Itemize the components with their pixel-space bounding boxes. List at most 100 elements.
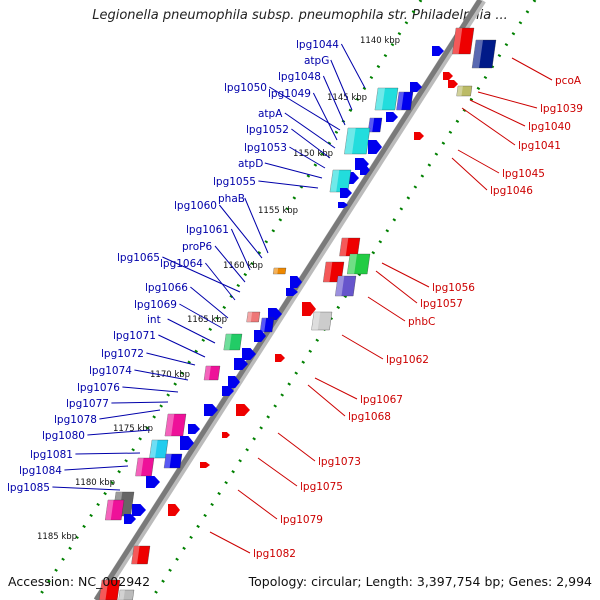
- gene-arrow-feature[interactable]: [234, 358, 248, 370]
- gene-arrow-feature[interactable]: [414, 132, 424, 140]
- gene-arrow-feature[interactable]: [242, 348, 256, 360]
- gene-feature[interactable]: [396, 91, 414, 111]
- gene-label-atpa[interactable]: atpA: [258, 108, 283, 120]
- gene-label-lpg1077[interactable]: lpg1077: [66, 398, 109, 410]
- gene-label-lpg1080[interactable]: lpg1080: [42, 430, 85, 442]
- gene-arrow-feature[interactable]: [236, 404, 250, 416]
- gene-label-phbc[interactable]: phbC: [408, 316, 435, 328]
- gene-feature[interactable]: [456, 85, 473, 97]
- gene-label-lpg1060[interactable]: lpg1060: [174, 200, 217, 212]
- gene-arrow-feature[interactable]: [188, 424, 200, 434]
- gene-arrow-feature[interactable]: [228, 376, 240, 388]
- gene-feature[interactable]: [311, 311, 333, 331]
- gene-arrow-feature[interactable]: [146, 476, 160, 488]
- gene-arrow-feature[interactable]: [132, 504, 146, 516]
- gene-label-lpg1056[interactable]: lpg1056: [432, 282, 475, 294]
- gene-arrow-feature[interactable]: [443, 72, 453, 80]
- gene-label-pcoa[interactable]: pcoA: [555, 75, 582, 87]
- gene-label-phab[interactable]: phaB: [218, 193, 245, 205]
- gene-feature[interactable]: [347, 253, 371, 275]
- gene-label-lpg1055[interactable]: lpg1055: [213, 176, 256, 188]
- gene-label-lpg1069[interactable]: lpg1069: [134, 299, 177, 311]
- gene-label-lpg1057[interactable]: lpg1057: [420, 298, 463, 310]
- gene-feature[interactable]: [471, 39, 497, 69]
- gene-arrow-feature[interactable]: [410, 82, 422, 92]
- gene-label-lpg1062[interactable]: lpg1062: [386, 354, 429, 366]
- gene-label-lpg1064[interactable]: lpg1064: [160, 258, 203, 270]
- gene-label-int[interactable]: int: [147, 314, 161, 326]
- gene-feature[interactable]: [259, 317, 275, 333]
- gene-label-lpg1045[interactable]: lpg1045: [502, 168, 545, 180]
- gene-feature[interactable]: [374, 87, 399, 111]
- gene-label-lpg1065[interactable]: lpg1065: [117, 252, 160, 264]
- gene-arrow-feature[interactable]: [168, 504, 180, 516]
- gene-label-lpg1066[interactable]: lpg1066: [145, 282, 188, 294]
- gene-feature[interactable]: [335, 275, 357, 297]
- gene-label-lpg1082[interactable]: lpg1082: [253, 548, 296, 560]
- gene-feature[interactable]: [99, 579, 121, 600]
- gene-feature[interactable]: [339, 237, 361, 257]
- gene-feature[interactable]: [105, 499, 125, 521]
- gene-arrow-feature[interactable]: [302, 302, 316, 316]
- gene-label-lpg1044[interactable]: lpg1044: [296, 39, 339, 51]
- gene-feature[interactable]: [164, 413, 187, 437]
- gene-feature[interactable]: [223, 333, 243, 351]
- gene-label-lpg1061[interactable]: lpg1061: [186, 224, 229, 236]
- gene-feature[interactable]: [344, 127, 371, 155]
- gene-arrow-feature[interactable]: [222, 386, 234, 396]
- gene-label-lpg1078[interactable]: lpg1078: [54, 414, 97, 426]
- gene-feature[interactable]: [329, 169, 352, 193]
- gene-label-prop6[interactable]: proP6: [182, 241, 213, 253]
- gene-label-lpg1049[interactable]: lpg1049: [268, 88, 311, 100]
- gene-feature[interactable]: [149, 439, 169, 459]
- gene-arrow-feature[interactable]: [268, 308, 282, 320]
- gene-arrow-feature[interactable]: [286, 288, 298, 296]
- gene-label-lpg1040[interactable]: lpg1040: [528, 121, 571, 133]
- gene-label-lpg1046[interactable]: lpg1046: [490, 185, 533, 197]
- gene-label-lpg1039[interactable]: lpg1039: [540, 103, 583, 115]
- gene-label-lpg1085[interactable]: lpg1085: [7, 482, 50, 494]
- gene-label-lpg1048[interactable]: lpg1048: [278, 71, 321, 83]
- gene-label-atpg[interactable]: atpG: [304, 55, 329, 67]
- gene-feature[interactable]: [135, 457, 155, 477]
- gene-label-lpg1074[interactable]: lpg1074: [89, 365, 132, 377]
- gene-label-atpd[interactable]: atpD: [238, 158, 263, 170]
- gene-label-lpg1052[interactable]: lpg1052: [246, 124, 289, 136]
- gene-label-lpg1068[interactable]: lpg1068: [348, 411, 391, 423]
- gene-arrow-feature[interactable]: [290, 276, 302, 288]
- gene-arrow-feature[interactable]: [180, 436, 194, 450]
- gene-arrow-feature[interactable]: [254, 330, 266, 342]
- gene-label-lpg1071[interactable]: lpg1071: [113, 330, 156, 342]
- gene-arrow-feature[interactable]: [204, 404, 218, 416]
- gene-label-lpg1075[interactable]: lpg1075: [300, 481, 343, 493]
- gene-label-lpg1050[interactable]: lpg1050: [224, 82, 267, 94]
- gene-feature[interactable]: [118, 589, 135, 600]
- gene-feature[interactable]: [272, 267, 287, 275]
- gene-feature[interactable]: [246, 311, 261, 323]
- gene-label-lpg1076[interactable]: lpg1076: [77, 382, 120, 394]
- gene-arrow-feature[interactable]: [448, 80, 458, 88]
- gene-label-lpg1041[interactable]: lpg1041: [518, 140, 561, 152]
- gene-arrow-feature[interactable]: [222, 432, 230, 438]
- gene-arrow-feature[interactable]: [124, 514, 136, 524]
- gene-arrow-feature[interactable]: [200, 462, 210, 468]
- gene-arrow-feature[interactable]: [340, 188, 352, 198]
- gene-label-lpg1072[interactable]: lpg1072: [101, 348, 144, 360]
- gene-feature[interactable]: [131, 545, 151, 565]
- gene-feature[interactable]: [203, 365, 221, 381]
- gene-arrow-feature[interactable]: [432, 46, 444, 56]
- gene-arrow-feature[interactable]: [386, 112, 398, 122]
- gene-arrow-feature[interactable]: [368, 140, 382, 154]
- gene-label-lpg1053[interactable]: lpg1053: [244, 142, 287, 154]
- gene-arrow-feature[interactable]: [275, 354, 285, 362]
- gene-label-lpg1067[interactable]: lpg1067: [360, 394, 403, 406]
- gene-feature[interactable]: [452, 27, 475, 55]
- gene-arrow-feature[interactable]: [338, 202, 348, 208]
- gene-label-lpg1081[interactable]: lpg1081: [30, 449, 73, 461]
- gene-label-lpg1073[interactable]: lpg1073: [318, 456, 361, 468]
- gene-label-lpg1079[interactable]: lpg1079: [280, 514, 323, 526]
- gene-label-lpg1084[interactable]: lpg1084: [19, 465, 62, 477]
- gene-feature[interactable]: [367, 117, 383, 133]
- gene-arrow-feature[interactable]: [360, 165, 370, 175]
- gene-feature[interactable]: [163, 453, 183, 469]
